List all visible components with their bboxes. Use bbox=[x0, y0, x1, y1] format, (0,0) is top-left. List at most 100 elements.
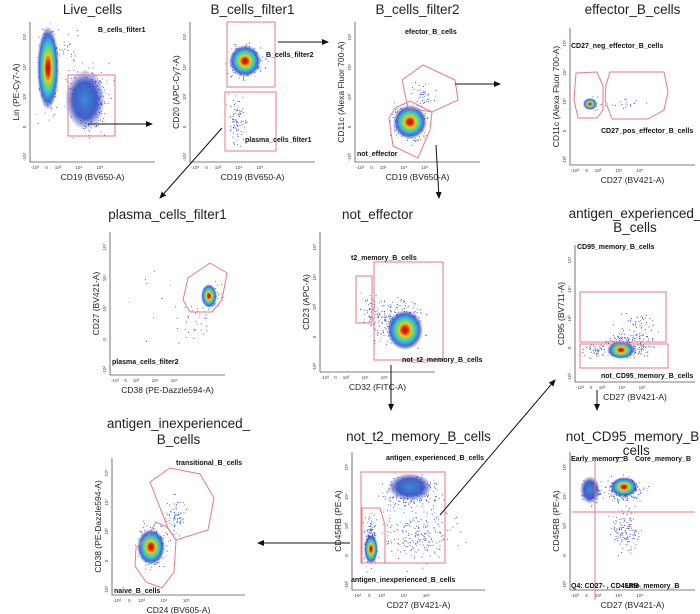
density-cluster bbox=[583, 98, 597, 110]
x-tick-label: 10⁴ bbox=[401, 593, 408, 598]
density-cluster bbox=[393, 105, 427, 139]
plot-effector_b_cells: effector_B_cells -10³ 0 10³ 10⁴ 10⁵ -10³ 0 10³ 10… bbox=[551, 2, 695, 185]
gate[interactable] bbox=[573, 71, 604, 119]
y-tick-label: 10⁵ bbox=[567, 256, 572, 263]
x-axis-label: CD27 (BV421-A) bbox=[603, 392, 667, 402]
x-axis-label: CD19 (BV650-A) bbox=[386, 172, 450, 182]
x-tick-label: 0 bbox=[124, 378, 127, 383]
x-tick-label: 10³ bbox=[378, 593, 385, 598]
gate-label: B_cells_filter2 bbox=[266, 52, 314, 59]
x-tick-label: 10⁵ bbox=[636, 593, 643, 598]
density-cluster bbox=[65, 70, 105, 130]
x-tick-label: -10³ bbox=[111, 378, 120, 383]
y-tick-label: 10³ bbox=[344, 522, 349, 529]
y-tick-label: -10³ bbox=[562, 581, 567, 590]
y-tick-label: 10⁵ bbox=[22, 33, 27, 40]
y-tick-label: 10³ bbox=[102, 305, 107, 312]
x-tick-label: 0 bbox=[128, 598, 131, 603]
y-tick-label: 0 bbox=[102, 338, 107, 341]
x-tick-label: 10⁴ bbox=[75, 165, 82, 170]
plot-title: B_cells bbox=[157, 432, 201, 447]
gate-label: CD27_pos_effector_B_cells bbox=[601, 128, 693, 135]
x-tick-label: 10⁴ bbox=[152, 378, 159, 383]
gate[interactable] bbox=[149, 467, 215, 541]
y-tick-label: 10⁴ bbox=[567, 286, 572, 293]
y-tick-label: 10³ bbox=[312, 303, 317, 310]
y-tick-label: 10⁵ bbox=[562, 463, 567, 470]
y-tick-label: 0 bbox=[567, 346, 572, 349]
x-tick-label: 10³ bbox=[138, 598, 145, 603]
x-tick-label: 0 bbox=[590, 385, 593, 390]
gate-label: transitional_B_cells bbox=[176, 460, 242, 467]
y-tick-label: 10⁴ bbox=[347, 63, 352, 70]
y-tick-label: 10⁵ bbox=[102, 243, 107, 250]
x-tick-label: 10⁵ bbox=[381, 375, 388, 380]
x-tick-label: -10³ bbox=[571, 168, 580, 173]
y-tick-label: 10³ bbox=[182, 93, 187, 100]
plot-title: B_cells_filter1 bbox=[210, 2, 294, 17]
gate[interactable] bbox=[67, 74, 116, 137]
gate[interactable] bbox=[355, 275, 373, 324]
x-axis-label: CD32 (FITC-A) bbox=[349, 382, 406, 392]
x-tick-label: 10⁵ bbox=[639, 385, 646, 390]
y-tick-label: 10⁴ bbox=[104, 499, 109, 506]
axis-frame bbox=[351, 452, 485, 591]
y-axis-label: CD20 (APC-Cy7-A) bbox=[171, 55, 181, 129]
density-cluster bbox=[607, 341, 635, 359]
x-tick-label: 10³ bbox=[595, 593, 602, 598]
axis-frame bbox=[569, 28, 695, 166]
x-axis-label: CD24 (BV605-A) bbox=[147, 605, 211, 614]
y-tick-label: -10³ bbox=[567, 373, 572, 382]
gate[interactable] bbox=[401, 64, 459, 113]
gate-label: CD27_neg_effector_B_cells bbox=[571, 43, 663, 50]
x-tick-label: 10³ bbox=[343, 375, 350, 380]
plot-title: antigen_experienced_ bbox=[569, 206, 700, 221]
y-axis-label: CD11c (Alexa Fluor 700-A) bbox=[551, 46, 561, 148]
axis-frame bbox=[189, 22, 315, 163]
y-axis-label: CD11c (Alexa Fluor 700-A) bbox=[336, 41, 346, 143]
gate[interactable] bbox=[604, 71, 669, 120]
y-tick-label: 10⁵ bbox=[104, 469, 109, 476]
y-tick-label: 10⁴ bbox=[22, 63, 27, 70]
x-axis-label: CD27 (BV421-A) bbox=[601, 600, 665, 610]
gate-label: Core_memory_B bbox=[635, 456, 691, 463]
plot-title: _cells bbox=[614, 443, 650, 458]
gate[interactable] bbox=[388, 100, 433, 159]
x-tick-label: 0 bbox=[368, 593, 371, 598]
x-tick-label: 10⁴ bbox=[161, 598, 168, 603]
gate[interactable] bbox=[360, 471, 446, 564]
y-tick-label: 10⁵ bbox=[312, 243, 317, 250]
gate[interactable] bbox=[373, 261, 444, 361]
gate[interactable] bbox=[134, 521, 177, 589]
gate[interactable] bbox=[579, 291, 667, 343]
x-tick-label: 10³ bbox=[215, 165, 222, 170]
x-tick-label: 10⁴ bbox=[619, 385, 626, 390]
axis-frame bbox=[29, 22, 155, 163]
x-tick-label: 0 bbox=[205, 165, 208, 170]
gate-label: not_effector bbox=[357, 151, 398, 158]
y-tick-label: 0 bbox=[562, 129, 567, 132]
x-tick-label: 10⁵ bbox=[256, 165, 263, 170]
gate[interactable] bbox=[182, 262, 228, 313]
gate-label: Late_memory_B bbox=[625, 583, 679, 590]
y-axis-label: CD45RB (PE-A) bbox=[333, 490, 343, 552]
x-axis-label: CD27 (BV421-A) bbox=[387, 600, 451, 610]
plot-title: B_cells_filter2 bbox=[375, 2, 459, 17]
gate[interactable] bbox=[361, 507, 386, 564]
gate-label: not_t2_memory_B_cells bbox=[402, 357, 483, 364]
density-cluster bbox=[610, 477, 638, 497]
x-axis-label: CD38 (PE-Dazzle594-A) bbox=[121, 385, 214, 395]
gate[interactable] bbox=[226, 21, 276, 88]
gate-label: not_CD95_memory_B_cells bbox=[601, 373, 693, 380]
gate-label: naive_B_cells bbox=[114, 588, 160, 595]
y-tick-label: -10³ bbox=[562, 156, 567, 165]
gate-arrow bbox=[439, 379, 556, 516]
plot-not_cd95_memory_b_cells: not_CD95_memory_B_cells -10³ 0 10³ 10⁴ 10⁵ -10… bbox=[551, 429, 699, 610]
gate[interactable] bbox=[579, 343, 669, 369]
y-tick-label: 10⁵ bbox=[182, 33, 187, 40]
y-tick-label: -10³ bbox=[344, 581, 349, 590]
y-axis-label: Lin (PE-Cy7-A) bbox=[11, 63, 21, 120]
x-tick-label: 10⁵ bbox=[183, 598, 190, 603]
gate[interactable] bbox=[224, 91, 277, 152]
density-cluster bbox=[229, 45, 261, 77]
